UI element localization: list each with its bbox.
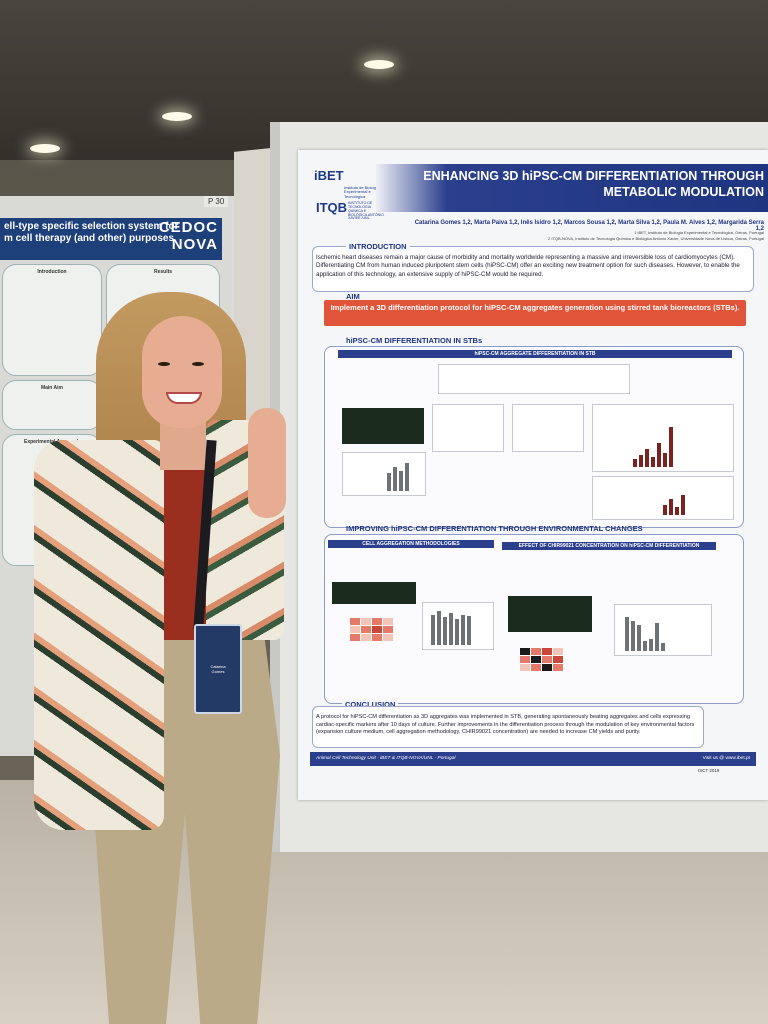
person-floral-jacket-left <box>34 440 164 830</box>
chir-images <box>508 596 592 632</box>
person-neck <box>160 420 206 470</box>
microscopy-image <box>342 408 424 444</box>
poster-authors: Catarina Gomes 1,2, Marta Paiva 1,2, Inê… <box>414 220 764 232</box>
gene-expression-chart <box>592 404 734 472</box>
introduction-text: Ischemic heart diseases remain a major c… <box>316 254 740 278</box>
growth-curve-chart <box>432 404 504 452</box>
gene-expression-bars <box>633 427 673 467</box>
conclusion-box <box>312 706 704 748</box>
poster-footer: Animal Cell Technology Unit · iBET & ITQ… <box>310 752 756 766</box>
aim-bar <box>324 300 746 326</box>
conclusion-title: CONCLUSION <box>342 700 399 709</box>
itqb-logo: ITQB <box>316 200 348 215</box>
person-eye-right <box>192 362 204 366</box>
left-poster-intro-box: Introduction <box>2 264 102 376</box>
cedoc-logo: CEDOC <box>158 219 218 236</box>
poster-title: ENHANCING 3D hiPSC-CM DIFFERENTIATION TH… <box>423 169 764 200</box>
aggregation-heatmap <box>350 618 393 641</box>
left-poster-title-line2: m cell therapy (and other) purposes <box>4 232 175 244</box>
poster-title-bar: ENHANCING 3D hiPSC-CM DIFFERENTIATION TH… <box>376 164 768 212</box>
conclusion-text: A protocol for hiPSC-CM differentiation … <box>316 714 695 736</box>
aim-title: AIM <box>346 292 360 301</box>
footer-website: Visit us @ www.ibet.pt <box>702 756 750 761</box>
ceiling-light <box>162 112 192 121</box>
footer-unit: Animal Cell Technology Unit · iBET & ITQ… <box>316 756 456 761</box>
left-poster-header: ell-type specific selection system for m… <box>0 218 222 260</box>
scatter-chart <box>512 404 584 452</box>
chir-bar: EFFECT OF CHIR99021 CONCENTRATION ON hiP… <box>502 542 716 550</box>
ceiling-light <box>30 144 60 153</box>
main-poster: iBET Instituto de Biologia Experimental … <box>298 150 768 800</box>
aim-text: Implement a 3D differentiation protocol … <box>330 303 740 312</box>
introduction-title: INTRODUCTION <box>346 242 410 251</box>
person-eye-left <box>158 362 170 366</box>
name-badge: Catarina Gomes <box>194 624 242 714</box>
aggregation-bar: CELL AGGREGATION METHODOLOGIES <box>328 540 494 548</box>
poster-affiliations: 1 iBET, Instituto de Biologia Experiment… <box>548 230 764 241</box>
left-poster-aim-box: Main Aim <box>2 380 102 430</box>
person-face <box>142 316 222 428</box>
introduction-box <box>312 246 754 292</box>
ibet-logo: iBET <box>314 168 344 183</box>
itqb-logo-subtitle: INSTITUTO DE TECNOLOGIA QUÍMICA E BIOLÓG… <box>348 201 384 221</box>
footer-event: ISCT 2019 <box>698 768 720 773</box>
chir-heatmap <box>520 648 563 671</box>
stb-panel-bar: hiPSC-CM AGGREGATE DIFFERENTIATION IN ST… <box>338 350 732 358</box>
board-number: P 30 <box>204 196 229 207</box>
aggregate-images <box>332 582 416 604</box>
left-poster-logos: CEDOC NOVA <box>158 219 218 253</box>
flow-cytometry-chart <box>342 452 426 496</box>
stb-section-title: hiPSC-CM DIFFERENTIATION IN STBs <box>346 336 483 345</box>
ceiling-light <box>364 60 394 69</box>
ibet-logo-subtitle: Instituto de Biologia Experimental e Tec… <box>344 185 379 199</box>
nova-logo: NOVA <box>171 235 218 253</box>
left-poster-title-line1: ell-type specific selection system for <box>4 221 179 232</box>
aggregation-bar-chart <box>422 602 494 650</box>
chir-bar-chart <box>614 604 712 656</box>
env-section-title: IMPROVING hiPSC-CM DIFFERENTIATION THROU… <box>346 524 643 533</box>
metabolite-chart <box>592 476 734 520</box>
protocol-timeline <box>438 364 630 394</box>
person-raised-arm <box>248 408 286 518</box>
